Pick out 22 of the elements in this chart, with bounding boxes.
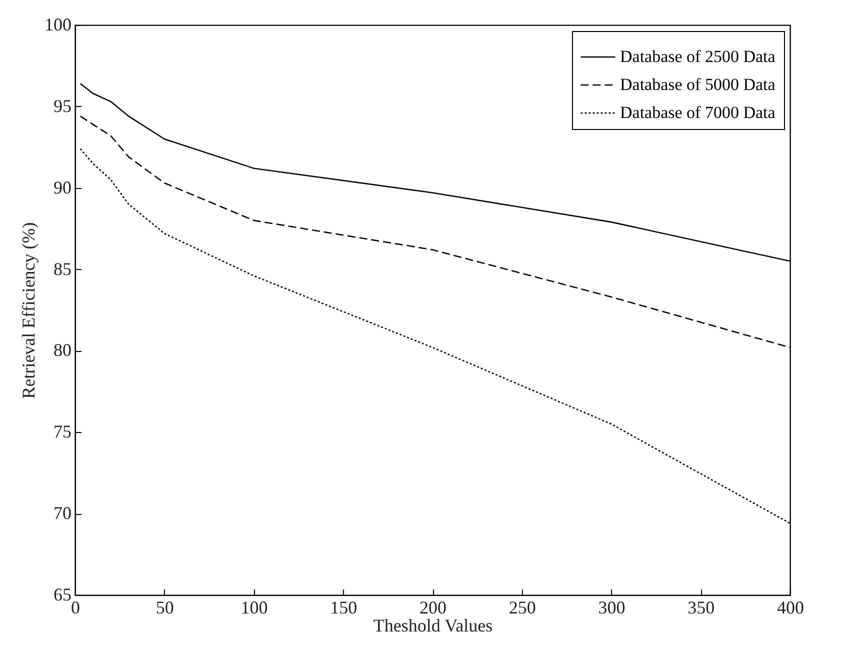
x-tick-label: 350 (688, 598, 715, 618)
x-tick-label: 0 (71, 598, 80, 618)
legend-label: Database of 7000 Data (620, 103, 776, 122)
x-tick-label: 50 (156, 598, 174, 618)
x-axis-title: Theshold Values (373, 616, 493, 636)
y-tick-label: 80 (54, 340, 72, 360)
y-tick-label: 85 (54, 258, 72, 279)
y-axis-title: Retrieval Efficiency (%) (18, 222, 38, 399)
x-tick-label: 200 (420, 598, 446, 618)
x-tick-label: 150 (330, 598, 358, 618)
x-tick-label: 250 (508, 598, 536, 618)
x-tick-label: 100 (240, 598, 268, 618)
y-tick-label: 90 (54, 177, 72, 198)
y-tick-label: 70 (54, 503, 72, 524)
legend-label: Database of 2500 Data (620, 47, 776, 66)
y-tick-label: 95 (54, 96, 72, 116)
y-tick-label: 75 (54, 422, 72, 442)
y-tick-label: 65 (54, 584, 72, 604)
legend-label: Database of 5000 Data (620, 75, 776, 94)
x-tick-label: 300 (598, 598, 626, 618)
x-tick-label: 400 (777, 598, 804, 618)
y-tick-label: 100 (44, 14, 72, 34)
